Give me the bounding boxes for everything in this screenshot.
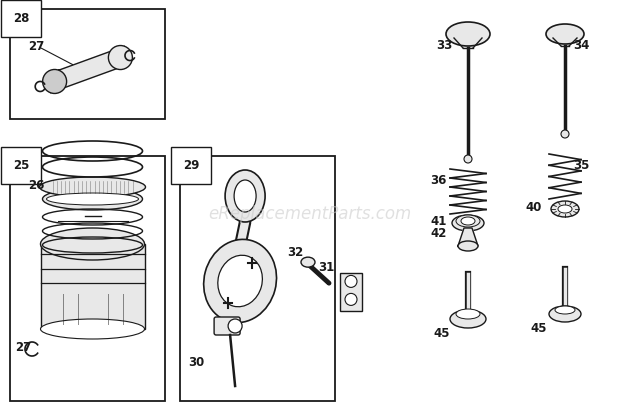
Ellipse shape bbox=[461, 217, 475, 225]
Bar bbox=[10, 156, 165, 401]
Ellipse shape bbox=[228, 319, 242, 333]
Ellipse shape bbox=[555, 306, 575, 314]
FancyBboxPatch shape bbox=[214, 317, 240, 335]
Ellipse shape bbox=[345, 275, 357, 288]
Ellipse shape bbox=[225, 170, 265, 222]
Text: 45: 45 bbox=[433, 327, 450, 340]
Ellipse shape bbox=[40, 228, 144, 260]
Text: 36: 36 bbox=[430, 174, 446, 187]
Ellipse shape bbox=[546, 24, 584, 44]
Text: 42: 42 bbox=[430, 227, 446, 240]
Text: 35: 35 bbox=[573, 159, 590, 172]
Ellipse shape bbox=[458, 241, 478, 251]
Text: 27: 27 bbox=[15, 341, 31, 354]
Ellipse shape bbox=[561, 130, 569, 138]
Text: 32: 32 bbox=[287, 246, 303, 259]
Ellipse shape bbox=[446, 22, 490, 46]
Ellipse shape bbox=[43, 70, 66, 94]
Polygon shape bbox=[454, 38, 482, 48]
Text: 45: 45 bbox=[530, 322, 546, 335]
Polygon shape bbox=[458, 228, 478, 246]
Bar bbox=[180, 156, 335, 401]
Ellipse shape bbox=[551, 201, 579, 217]
Ellipse shape bbox=[452, 215, 484, 231]
Ellipse shape bbox=[558, 205, 572, 213]
Ellipse shape bbox=[108, 45, 133, 70]
Bar bbox=[10, 9, 165, 119]
Ellipse shape bbox=[345, 293, 357, 306]
Ellipse shape bbox=[40, 177, 146, 197]
Bar bbox=[40, 244, 144, 329]
Ellipse shape bbox=[456, 309, 480, 319]
Text: 25: 25 bbox=[13, 159, 29, 172]
Ellipse shape bbox=[43, 188, 143, 210]
Ellipse shape bbox=[218, 255, 262, 307]
Ellipse shape bbox=[203, 239, 277, 323]
Text: 31: 31 bbox=[318, 261, 334, 274]
Ellipse shape bbox=[450, 310, 486, 328]
Ellipse shape bbox=[549, 306, 581, 322]
Polygon shape bbox=[553, 38, 577, 46]
Polygon shape bbox=[50, 46, 125, 93]
Text: 41: 41 bbox=[430, 215, 446, 228]
Text: 30: 30 bbox=[188, 356, 204, 369]
Text: 28: 28 bbox=[13, 12, 29, 25]
Ellipse shape bbox=[301, 257, 315, 267]
Text: 34: 34 bbox=[573, 39, 590, 52]
Ellipse shape bbox=[46, 193, 138, 205]
Ellipse shape bbox=[234, 180, 256, 212]
Bar bbox=[340, 273, 362, 311]
Ellipse shape bbox=[40, 319, 144, 339]
Text: 26: 26 bbox=[28, 179, 45, 192]
Text: 29: 29 bbox=[183, 159, 200, 172]
Text: 33: 33 bbox=[436, 39, 452, 52]
Text: 40: 40 bbox=[525, 201, 541, 214]
Text: 27: 27 bbox=[28, 40, 44, 52]
Ellipse shape bbox=[456, 215, 480, 227]
Text: eReplacementParts.com: eReplacementParts.com bbox=[208, 205, 412, 223]
Ellipse shape bbox=[464, 155, 472, 163]
